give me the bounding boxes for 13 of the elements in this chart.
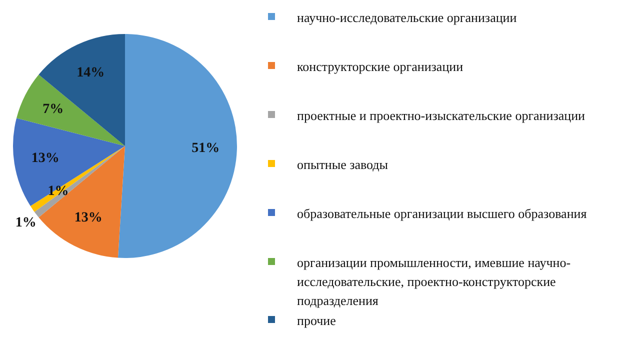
legend-label: опытные заводы xyxy=(297,156,390,174)
legend-label: проектные и проектно-изыскательские организации xyxy=(297,107,586,125)
legend-label: конструкторские организации xyxy=(297,58,464,76)
data-label: 14% xyxy=(76,66,105,81)
data-label: 13% xyxy=(31,151,60,166)
data-label: 13% xyxy=(74,210,102,226)
legend-label: образовательные организации высшего образования xyxy=(297,205,588,223)
legend-label: прочие xyxy=(297,312,337,330)
data-label: 7% xyxy=(42,102,64,117)
legend-label: научно-исследовательские организации xyxy=(297,9,518,27)
data-label: 51% xyxy=(192,141,220,156)
data-label: 1% xyxy=(48,184,69,199)
data-label: 1% xyxy=(15,215,36,230)
